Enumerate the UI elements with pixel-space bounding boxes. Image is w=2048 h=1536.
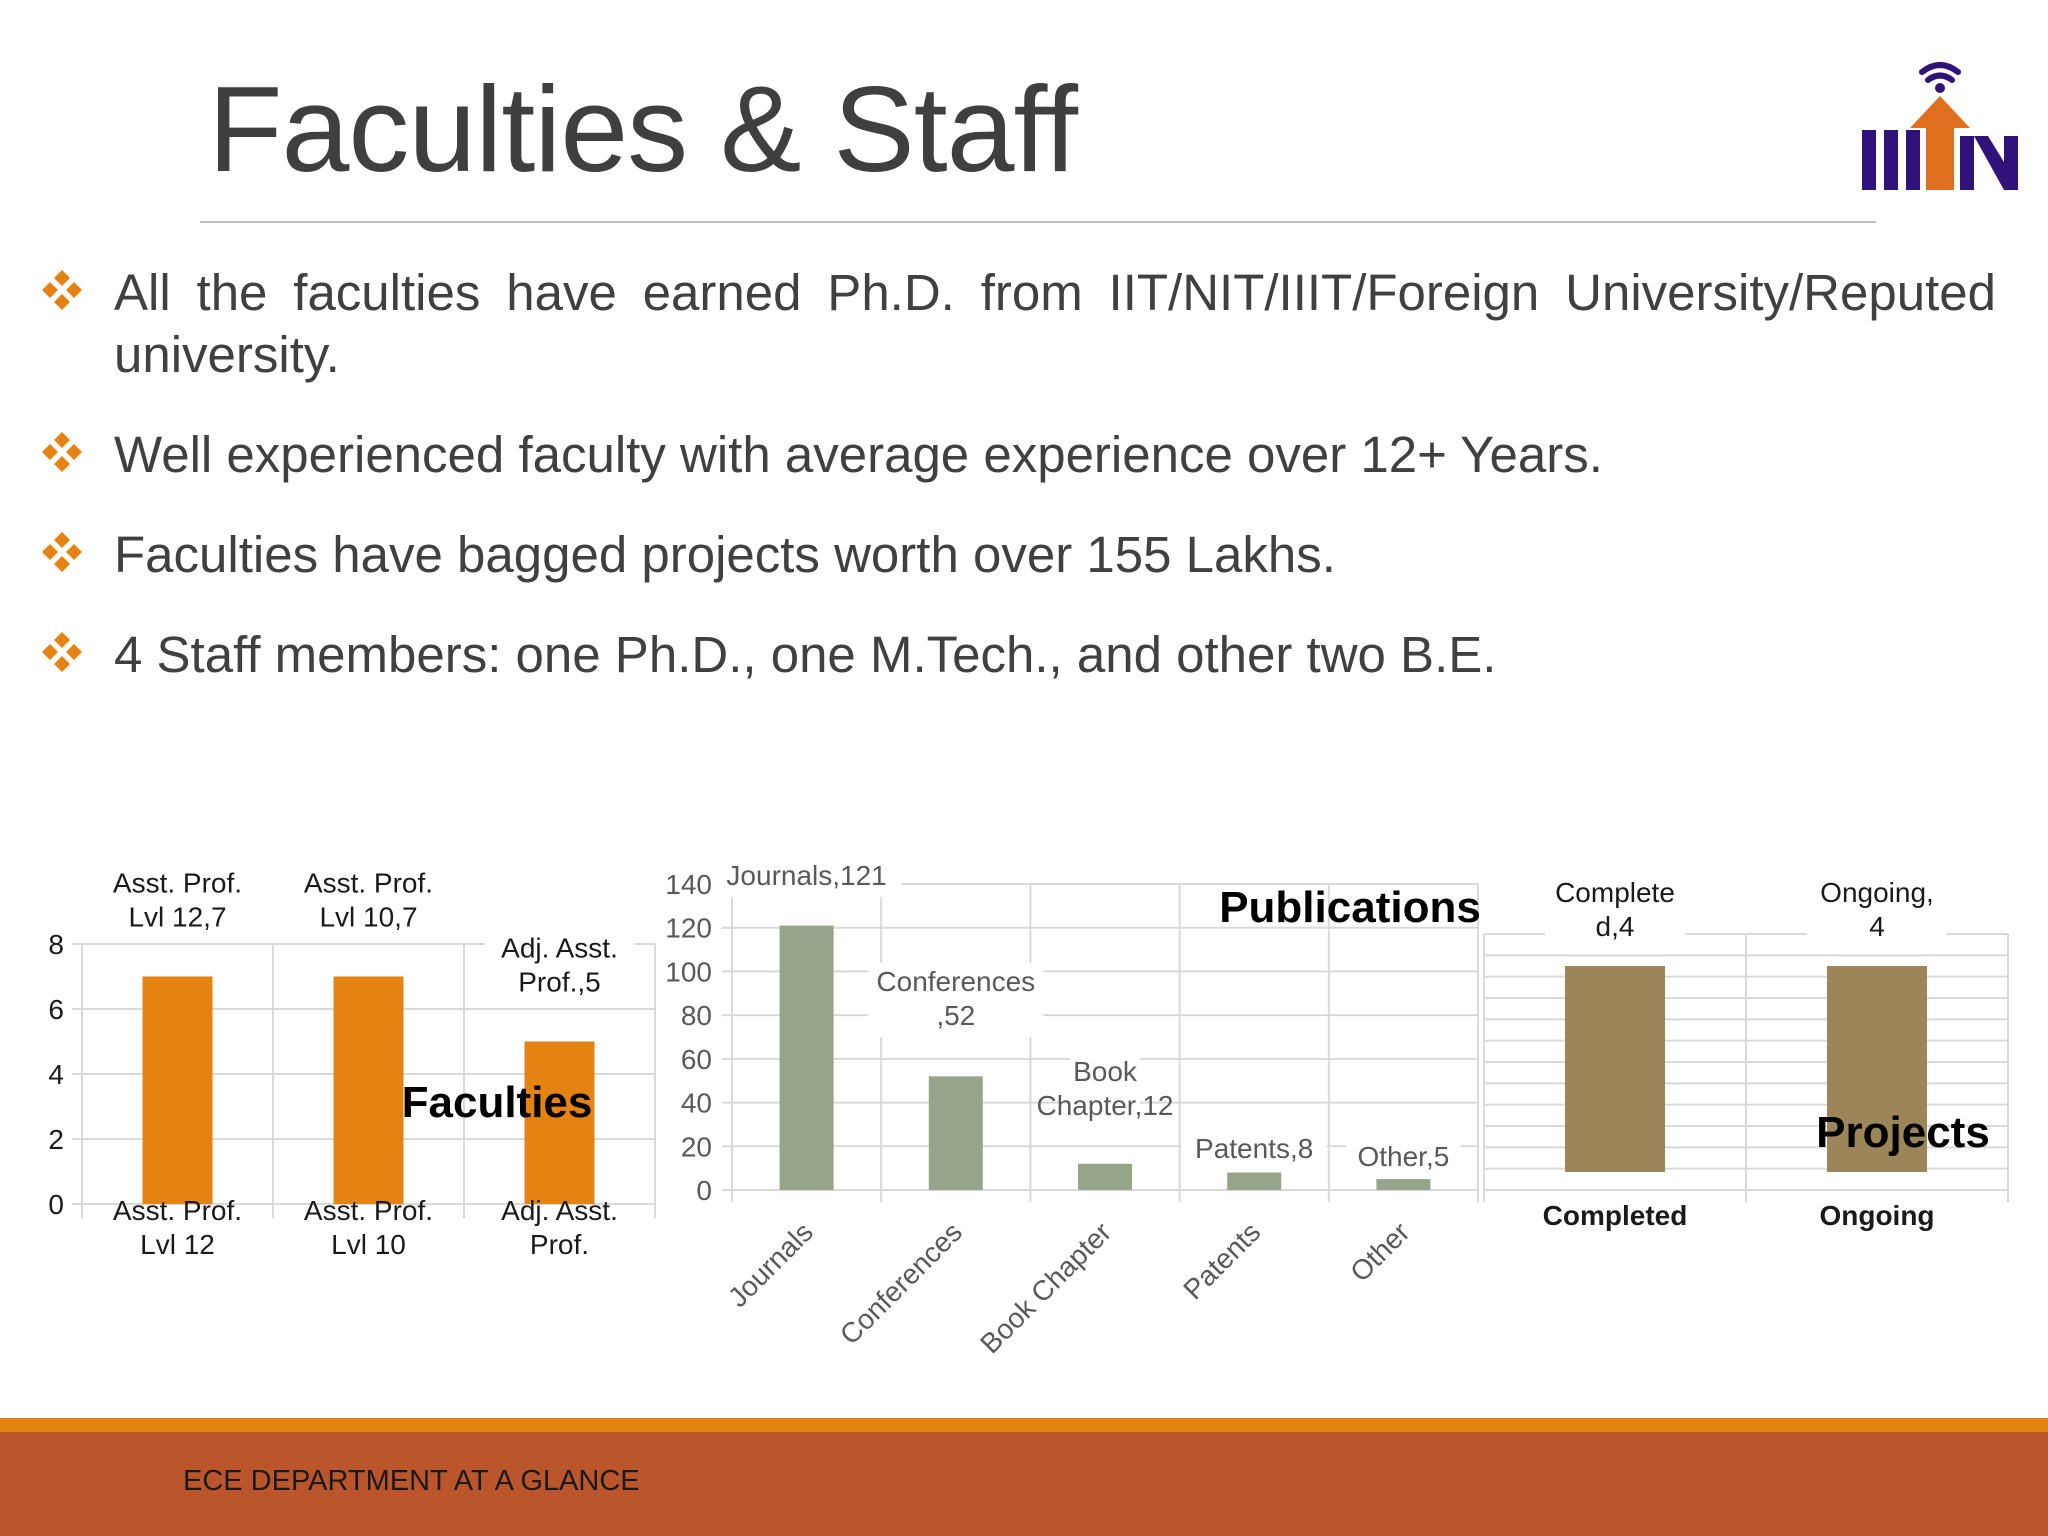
x-tick-label: Patents	[1177, 1216, 1266, 1305]
bar	[1078, 1163, 1132, 1190]
y-tick-label: 100	[665, 956, 712, 987]
footer-text: ECE DEPARTMENT AT A GLANCE	[183, 1465, 640, 1497]
footer-accent-stripe	[0, 1418, 2048, 1432]
bullet-text: All the faculties have earned Ph.D. from…	[114, 264, 1996, 383]
data-label: Ongoing, 4	[1820, 877, 1934, 942]
bullet-text: Faculties have bagged projects worth ove…	[114, 526, 1336, 583]
orange-diamond-cluster-icon	[42, 270, 82, 310]
projects-chart: Complete d,4 Completed Ongoing, 4 Ongoing Proj…	[1470, 860, 2048, 1260]
publications-chart: 0 20 40 60 80 100 120 140 Journals,121 Journals Co…	[640, 857, 1490, 1380]
y-tick-label: 80	[681, 1000, 712, 1031]
bar	[1376, 1179, 1431, 1190]
x-tick-label: Asst. Prof. Lvl 10	[304, 1195, 433, 1260]
orange-diamond-cluster-icon	[42, 532, 82, 572]
data-label-bg	[1545, 874, 1685, 948]
bar	[524, 1041, 595, 1204]
data-label: Journals,121	[726, 860, 886, 891]
y-tick-label: 20	[681, 1131, 712, 1162]
title-divider	[200, 221, 1876, 223]
data-label: Conferences ,52	[876, 966, 1035, 1031]
faculties-chart-svg: 0 2 4 6 8 Asst. Prof. Lvl 12,7 Asst. Prof. Lvl 1…	[48, 864, 656, 1260]
bar	[333, 976, 404, 1204]
x-tick-label: Ongoing	[1819, 1200, 1934, 1231]
orange-diamond-cluster-icon	[42, 632, 82, 672]
bullet-item: All the faculties have earned Ph.D. from…	[40, 262, 1996, 386]
data-label-bg	[1807, 874, 1947, 948]
y-tick-label: 4	[48, 1059, 64, 1090]
data-label-bg	[1345, 1138, 1461, 1178]
y-tick-label: 0	[48, 1189, 64, 1220]
bar	[1827, 966, 1927, 1172]
data-label-bg	[1070, 1053, 1140, 1127]
data-label-bg	[293, 864, 444, 939]
x-tick-label: Completed	[1543, 1200, 1688, 1231]
y-tick-label: 60	[681, 1044, 712, 1075]
y-tick-label: 2	[48, 1124, 64, 1155]
y-tick-label: 140	[665, 869, 712, 900]
data-label: Patents,8	[1195, 1133, 1313, 1164]
x-tick-label: Asst. Prof. Lvl 12	[113, 1195, 242, 1260]
chart-title: Publications	[1219, 883, 1481, 932]
bullet-list: All the faculties have earned Ph.D. from…	[40, 262, 1996, 686]
chart-title: Projects	[1816, 1108, 1990, 1157]
bullet-item: Faculties have bagged projects worth ove…	[40, 524, 1996, 586]
data-label-bg	[711, 857, 902, 897]
footer-bar	[0, 1432, 2048, 1536]
data-label-bg	[102, 864, 253, 939]
x-tick-label: Book Chapter	[974, 1216, 1117, 1359]
bar	[1565, 966, 1665, 1172]
bullet-item: 4 Staff members: one Ph.D., one M.Tech.,…	[40, 624, 1996, 686]
data-label: Asst. Prof. Lvl 10,7	[304, 868, 433, 933]
data-label-bg	[484, 929, 635, 1004]
bullet-item: Well experienced faculty with average ex…	[40, 424, 1996, 486]
x-tick-label: Conferences	[834, 1216, 968, 1350]
y-tick-label: 120	[665, 913, 712, 944]
x-tick-label: Adj. Asst. Prof.	[501, 1195, 618, 1260]
bar	[928, 1076, 983, 1190]
bar	[779, 925, 834, 1190]
faculties-chart: 0 2 4 6 8 Asst. Prof. Lvl 12,7 Asst. Prof. Lvl 1…	[0, 860, 680, 1320]
data-label-bg	[868, 963, 1044, 1037]
x-tick-label: Other	[1344, 1216, 1415, 1287]
y-tick-label: 8	[48, 929, 64, 960]
iiitn-logo-icon	[1862, 62, 2018, 190]
data-label: Adj. Asst. Prof.,5	[501, 933, 618, 998]
bar	[142, 976, 213, 1204]
bullet-text: Well experienced faculty with average ex…	[114, 426, 1603, 483]
y-tick-label: 0	[696, 1175, 712, 1206]
slide-title: Faculties & Staff	[208, 61, 1078, 197]
chart-title: Faculties	[402, 1078, 593, 1127]
y-tick-label: 6	[48, 994, 64, 1025]
data-label-bg	[1181, 1130, 1327, 1170]
x-tick-label: Journals	[722, 1216, 819, 1313]
orange-diamond-cluster-icon	[42, 432, 82, 472]
data-label: Book Chapter,12	[1037, 1056, 1174, 1121]
bar	[1227, 1172, 1282, 1190]
data-label: Complete d,4	[1555, 877, 1675, 942]
data-label: Asst. Prof. Lvl 12,7	[113, 868, 242, 933]
y-tick-label: 40	[681, 1088, 712, 1119]
projects-chart-svg: Complete d,4 Completed Ongoing, 4 Ongoing Proj…	[1483, 874, 2009, 1231]
bullet-text: 4 Staff members: one Ph.D., one M.Tech.,…	[114, 626, 1497, 683]
data-label: Other,5	[1357, 1141, 1449, 1172]
